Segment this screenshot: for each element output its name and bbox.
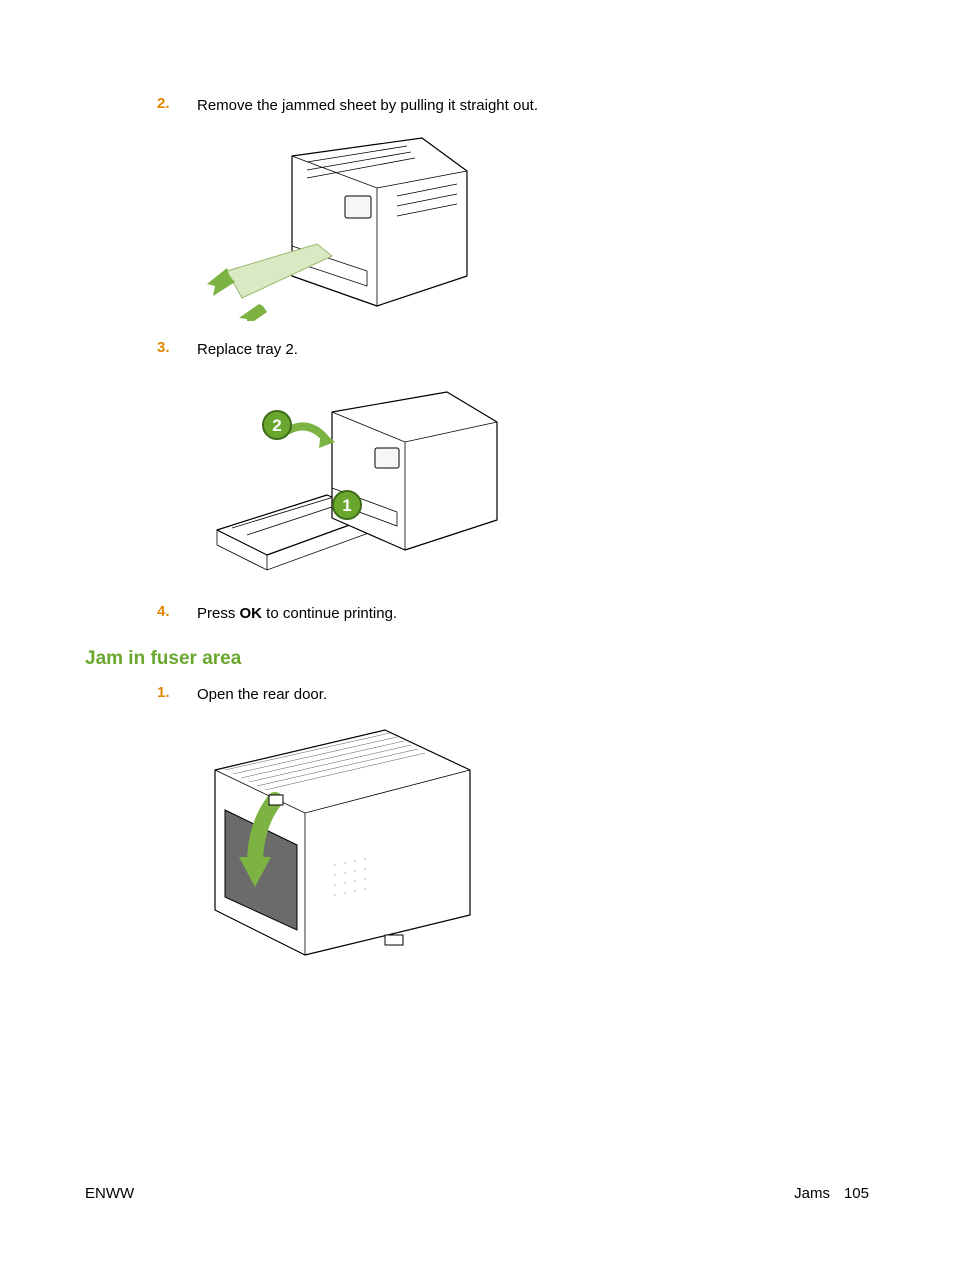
step-2: 2. Remove the jammed sheet by pulling it… [85, 95, 869, 116]
page-footer: ENWW Jams 105 [85, 1185, 869, 1202]
step-text-after: to continue printing. [262, 605, 397, 622]
step-text-bold: OK [240, 605, 263, 622]
step-text: Remove the jammed sheet by pulling it st… [197, 95, 538, 116]
step-b1: 1. Open the rear door. [85, 684, 869, 705]
illustration-step3: 2 1 [197, 370, 869, 585]
step-number: 4. [157, 603, 197, 620]
svg-text:1: 1 [342, 496, 351, 515]
step-text: Press OK to continue printing. [197, 603, 397, 624]
step-4: 4. Press OK to continue printing. [85, 603, 869, 624]
illustration-step2 [197, 126, 869, 321]
footer-page-number: 105 [844, 1185, 869, 1202]
svg-text:2: 2 [272, 416, 281, 435]
step-text: Open the rear door. [197, 684, 327, 705]
step-number: 1. [157, 684, 197, 701]
illustration-step-b1 [185, 715, 869, 965]
manual-page: 2. Remove the jammed sheet by pulling it… [0, 0, 954, 1270]
footer-section: Jams [794, 1185, 830, 1202]
footer-left: ENWW [85, 1185, 134, 1202]
step-number: 3. [157, 339, 197, 356]
section-heading: Jam in fuser area [85, 648, 869, 670]
step-3: 3. Replace tray 2. [85, 339, 869, 360]
footer-right: Jams 105 [794, 1185, 869, 1202]
step-text: Replace tray 2. [197, 339, 298, 360]
step-number: 2. [157, 95, 197, 112]
step-text-before: Press [197, 605, 240, 622]
